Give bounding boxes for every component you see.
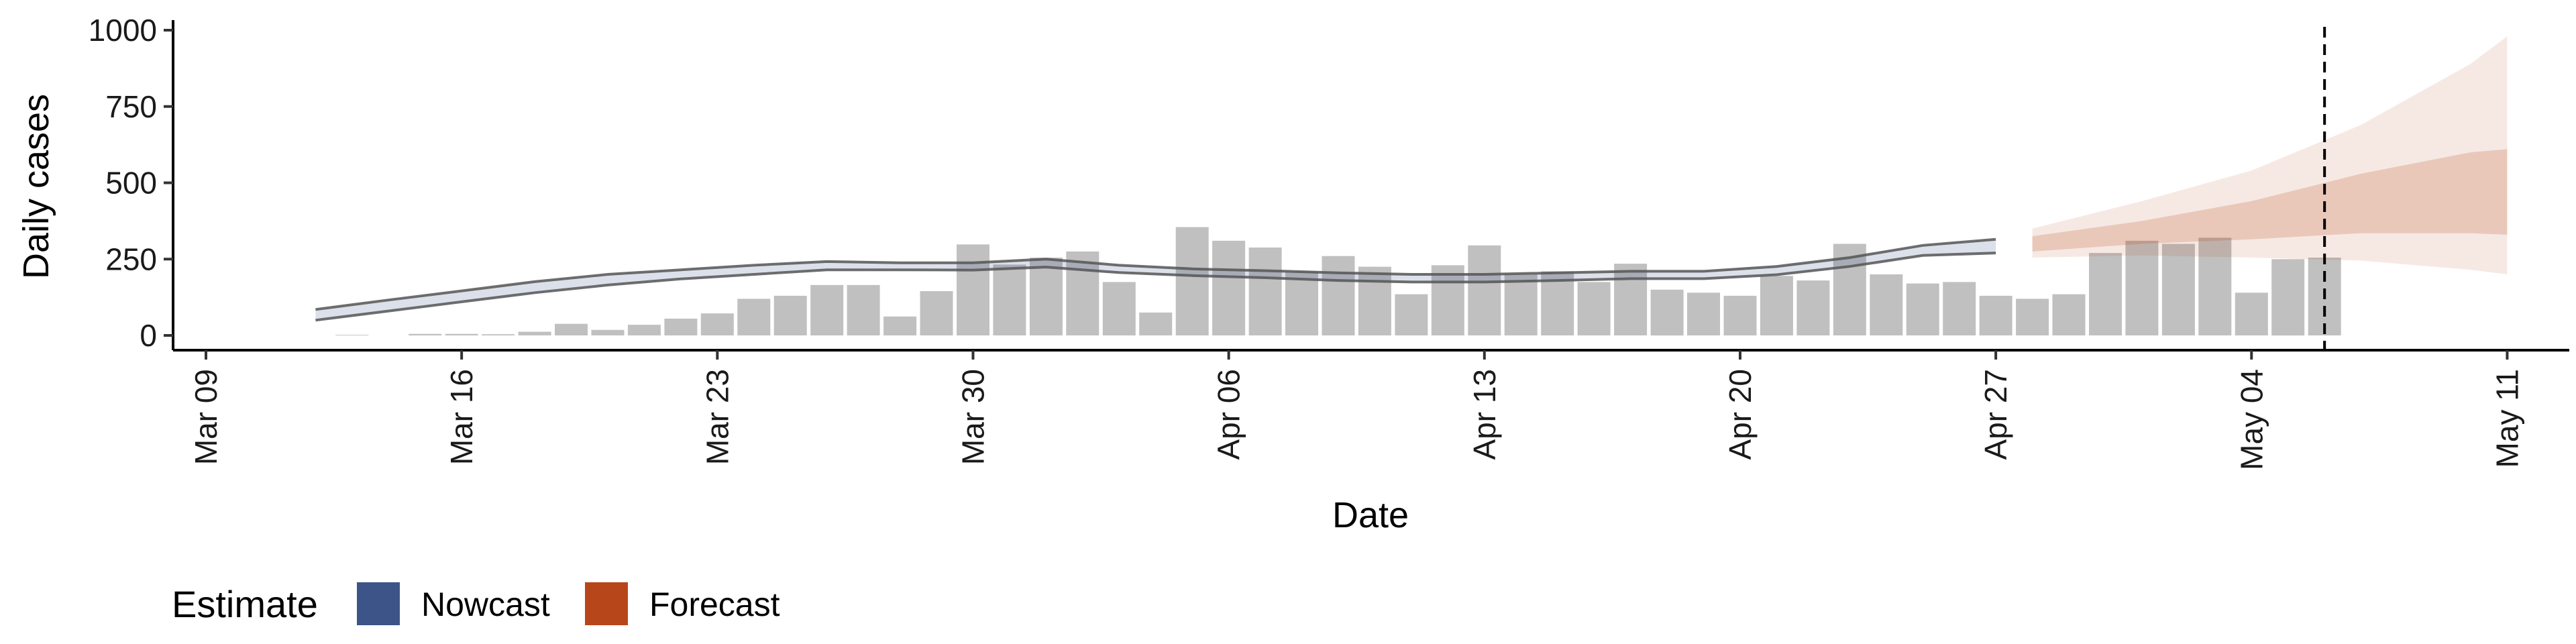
legend-swatch-nowcast [357,582,400,625]
bar-2020-04-18 [1650,289,1684,336]
bar-2020-05-02 [2161,244,2195,335]
bar-2020-04-21 [1760,276,1793,335]
bar-2020-04-29 [2052,294,2086,335]
y-tick-label: 0 [140,318,157,353]
bar-2020-03-17 [482,334,515,335]
x-tick-label: Mar 09 [189,369,223,465]
bar-2020-04-05 [1175,227,1209,335]
bar-2020-03-24 [737,299,771,335]
legend-label-forecast: Forecast [649,586,780,623]
x-tick-label: May 04 [2234,369,2269,470]
bar-2020-04-28 [2016,299,2049,335]
forecast-band-90 [2032,36,2508,274]
bar-2020-03-22 [664,319,698,335]
bar-2020-04-02 [1066,251,1099,335]
x-tick-label: Mar 16 [444,369,479,465]
x-tick-label: Apr 13 [1467,369,1502,460]
x-tick-label: Apr 20 [1723,369,1758,460]
bar-2020-03-16 [445,333,478,335]
y-tick-label: 1000 [89,13,157,48]
x-axis-title: Date [1332,495,1409,535]
bar-2020-03-21 [627,325,661,335]
forecast-band-50 [2032,149,2508,252]
y-axis-ticks: 0 250 500 750 1000 [89,13,173,353]
y-tick-label: 500 [105,166,157,201]
bar-2020-03-30 [957,244,989,335]
bar-2020-03-31 [993,264,1026,335]
bar-2020-04-20 [1723,295,1757,335]
x-tick-label: Apr 27 [1978,369,2013,460]
bar-2020-04-17 [1614,264,1648,335]
bar-2020-04-24 [1870,274,1903,335]
bar-2020-04-04 [1139,312,1173,335]
nowcast-upper-line [315,237,1996,311]
bar-2020-03-15 [409,333,442,335]
lines-layer [315,237,1996,322]
bar-2020-03-28 [883,316,917,335]
nowcast-lower-line [315,252,1996,322]
bar-2020-04-07 [1248,248,1282,335]
legend-label-nowcast: Nowcast [421,586,550,623]
bar-2020-05-03 [2198,237,2232,335]
bar-2020-04-08 [1285,271,1318,335]
legend-swatch-forecast [585,582,628,625]
bar-2020-03-26 [810,284,844,335]
bar-2020-04-25 [1906,283,1939,335]
bar-2020-04-19 [1687,292,1720,335]
bar-2020-04-10 [1358,266,1391,335]
bar-2020-04-01 [1029,258,1063,335]
bands-layer [315,36,2508,321]
bar-2020-04-14 [1504,274,1538,335]
bar-2020-05-04 [2235,292,2268,335]
y-axis-title: Daily cases [16,94,56,279]
x-tick-label: Apr 06 [1212,369,1246,460]
bar-2020-04-13 [1468,245,1501,335]
bars-layer [335,227,2341,336]
bar-2020-03-23 [700,313,734,335]
bar-2020-03-19 [555,323,588,335]
legend: Estimate Nowcast Forecast [172,582,780,625]
bar-2020-03-18 [518,331,551,335]
bar-2020-04-12 [1431,265,1464,335]
y-tick-label: 750 [105,89,157,124]
bar-2020-04-06 [1212,240,1246,335]
bar-2020-03-25 [773,295,807,335]
x-tick-label: Mar 30 [956,369,991,465]
nowcast-band-90 [315,239,1996,321]
bar-2020-04-30 [2089,253,2122,335]
bar-2020-04-11 [1395,294,1428,335]
bar-2020-05-05 [2271,259,2305,336]
x-tick-label: May 11 [2489,369,2524,468]
bar-2020-04-16 [1577,282,1611,335]
x-tick-label: Mar 23 [700,369,735,465]
legend-title: Estimate [172,583,318,625]
bar-2020-04-03 [1102,282,1136,335]
bar-2020-03-27 [847,284,880,335]
x-axis-ticks: Mar 09 Mar 16 Mar 23 Mar 30 Apr 06 Apr 13 Apr … [189,350,2524,470]
bar-2020-05-01 [2125,240,2159,335]
bar-2020-03-20 [591,329,625,335]
bar-2020-03-29 [920,291,953,335]
bar-2020-04-26 [1943,282,1976,335]
y-tick-label: 250 [105,241,157,276]
bar-2020-04-09 [1322,256,1355,335]
bar-2020-04-27 [1979,295,2012,335]
bar-2020-04-22 [1796,280,1830,335]
